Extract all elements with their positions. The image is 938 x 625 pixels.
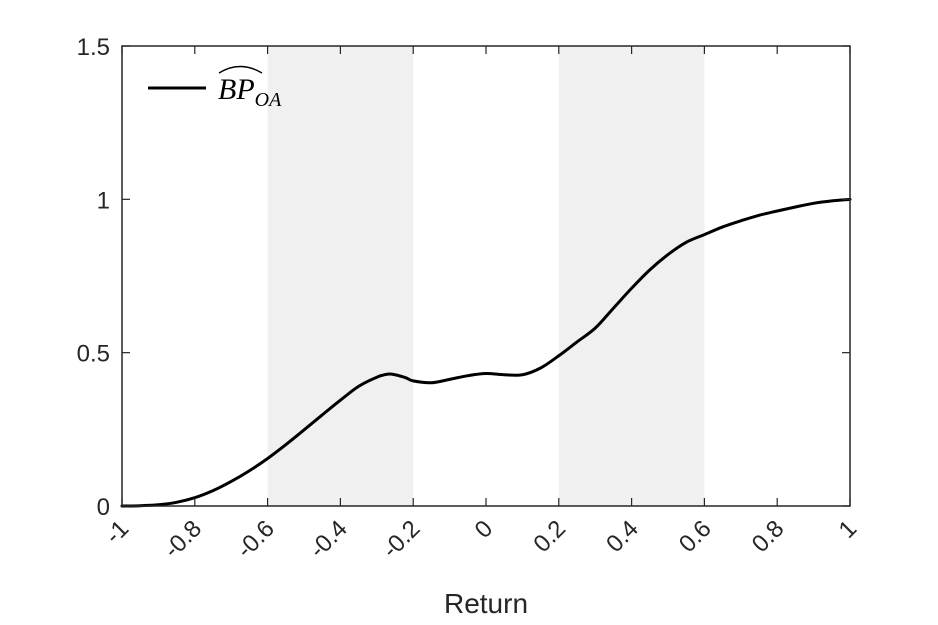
legend-label-subscript: OA <box>255 89 282 111</box>
legend-hat-accent <box>218 65 263 74</box>
legend-label-base: BP <box>218 73 255 106</box>
x-tick-label: 1 <box>834 515 863 544</box>
y-tick-label: 1 <box>97 187 110 214</box>
x-tick-label: -0.2 <box>377 515 425 563</box>
x-tick-label: 0.8 <box>747 515 790 558</box>
y-axis-tick-labels: 0 0.5 1 1.5 <box>77 34 110 521</box>
series-line-1 <box>120 197 852 508</box>
plot-area-frame <box>121 45 851 507</box>
shaded-region-2 <box>558 46 705 506</box>
x-tick-label: -0.4 <box>304 515 352 563</box>
y-tick-label: 0.5 <box>77 341 110 368</box>
x-axis-title: Return <box>444 588 528 619</box>
x-tick-label: -0.6 <box>232 515 280 563</box>
x-tick-label: -0.8 <box>159 515 207 563</box>
legend: BPOA <box>148 65 282 111</box>
series-lines <box>120 197 852 508</box>
y-tick-label: 1.5 <box>77 34 110 61</box>
shaded-region-1 <box>267 46 414 506</box>
legend-label: BPOA <box>218 73 282 111</box>
x-axis-tick-labels: -1 -0.8 -0.6 -0.4 -0.2 0 0.2 0.4 0.6 0.8 1 <box>100 515 862 563</box>
x-tick-label: 0.2 <box>528 515 571 558</box>
x-tick-label: 0.6 <box>674 515 717 558</box>
axis-ticks <box>121 45 851 507</box>
x-tick-label: 0 <box>470 515 499 544</box>
x-tick-label: 0.4 <box>601 515 644 558</box>
y-tick-label: 0 <box>97 494 110 521</box>
shaded-regions <box>267 46 705 506</box>
